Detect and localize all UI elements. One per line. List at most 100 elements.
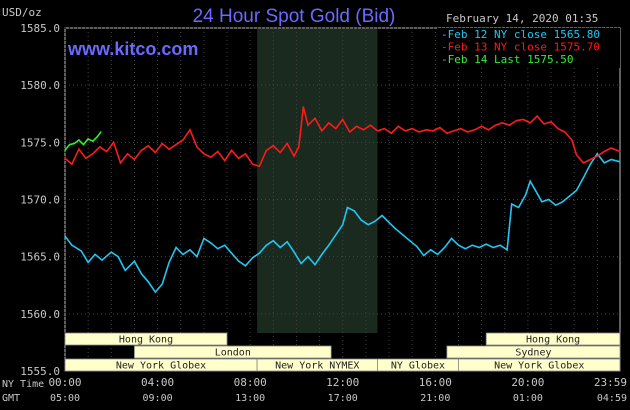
x-tick-label-gmt: 05:00 <box>50 393 80 404</box>
data-point <box>230 149 233 151</box>
data-point <box>499 244 501 246</box>
data-point <box>133 158 136 161</box>
data-point <box>78 148 80 150</box>
data-point <box>182 139 184 141</box>
data-point <box>381 214 383 217</box>
data-point <box>443 246 446 249</box>
data-point <box>416 245 418 248</box>
data-point <box>87 261 89 264</box>
data-point <box>487 129 490 131</box>
data-point <box>101 259 103 261</box>
data-point <box>265 244 268 246</box>
data-point <box>555 204 557 206</box>
data-point <box>279 151 281 154</box>
data-point <box>80 250 82 252</box>
data-point <box>286 142 288 145</box>
legend-box <box>437 28 620 68</box>
data-point <box>478 246 480 249</box>
data-point <box>307 256 309 258</box>
data-point <box>374 220 376 222</box>
legend-entry: -Feb 13 NY close 1575.70 <box>441 41 600 54</box>
data-point <box>140 149 143 151</box>
data-point <box>106 150 108 153</box>
data-point <box>471 244 473 246</box>
data-point <box>168 148 170 150</box>
data-point <box>237 157 240 159</box>
legend-entry: -Feb 14 Last 1575.50 <box>441 53 573 66</box>
data-point <box>175 246 177 249</box>
data-point <box>390 132 392 134</box>
data-point <box>342 224 344 226</box>
session-label: Hong Kong <box>119 335 173 346</box>
data-point <box>210 242 212 244</box>
data-point <box>453 130 455 132</box>
data-point <box>541 201 543 203</box>
data-point <box>147 145 149 147</box>
data-point <box>224 159 226 162</box>
data-point <box>536 115 538 117</box>
data-point <box>251 257 254 259</box>
data-point <box>68 143 71 146</box>
data-point <box>112 141 115 143</box>
series-line <box>64 106 621 168</box>
data-point <box>610 147 612 149</box>
data-point <box>154 291 156 293</box>
data-point <box>92 140 94 142</box>
data-point <box>321 253 323 256</box>
data-point <box>335 234 337 236</box>
data-point <box>506 249 508 251</box>
x-tick-label-gmt: 09:00 <box>143 393 173 404</box>
data-point <box>346 206 349 209</box>
data-point <box>446 132 448 134</box>
data-point <box>411 127 413 130</box>
data-point <box>362 129 365 131</box>
data-point <box>430 249 432 251</box>
data-point <box>321 130 323 132</box>
data-point <box>258 165 261 167</box>
data-point <box>619 161 621 163</box>
y-tick-label: 1555.0 <box>20 365 60 378</box>
data-point <box>224 244 226 246</box>
data-point <box>388 221 390 224</box>
x-tick-label-gmt: 13:00 <box>235 393 265 404</box>
data-point <box>272 240 274 242</box>
data-point <box>529 122 531 124</box>
data-point <box>418 131 420 133</box>
data-point <box>511 203 513 205</box>
data-point <box>154 151 156 154</box>
data-point <box>596 155 598 157</box>
data-point <box>265 149 268 151</box>
data-point <box>335 127 337 130</box>
data-point <box>568 195 571 197</box>
data-point <box>161 283 163 285</box>
x-tick-label-gmt: 01:00 <box>513 393 543 404</box>
x-tick-label-gmt: 17:00 <box>328 393 358 404</box>
data-point <box>582 162 585 164</box>
data-point <box>564 131 566 133</box>
data-point <box>467 131 469 133</box>
data-point <box>189 249 191 251</box>
session-label: London <box>215 348 251 359</box>
data-point <box>353 210 355 212</box>
data-point <box>450 237 453 240</box>
data-point <box>272 145 274 147</box>
data-point <box>140 273 143 275</box>
timestamp: February 14, 2020 01:35 <box>446 12 598 25</box>
data-point <box>571 139 573 141</box>
x-tick-label-ny: 20:00 <box>511 376 544 389</box>
data-point <box>230 252 233 254</box>
data-point <box>494 124 497 126</box>
data-point <box>589 163 592 165</box>
data-point <box>460 127 462 130</box>
data-point <box>203 153 205 155</box>
data-point <box>589 158 592 161</box>
x-tick-label-ny: 23:59 <box>594 376 627 389</box>
data-point <box>474 129 476 131</box>
data-point <box>425 129 427 131</box>
chart-title: 24 Hour Spot Gold (Bid) <box>193 6 396 27</box>
axis-layer: 1585.0 1580.0 1575.0 1570.0 1565.0 1560.0 1555… <box>2 22 627 404</box>
data-point <box>64 149 66 151</box>
session-bar <box>485 332 621 346</box>
data-point <box>87 138 89 140</box>
unit-label: USD/oz <box>2 6 42 19</box>
